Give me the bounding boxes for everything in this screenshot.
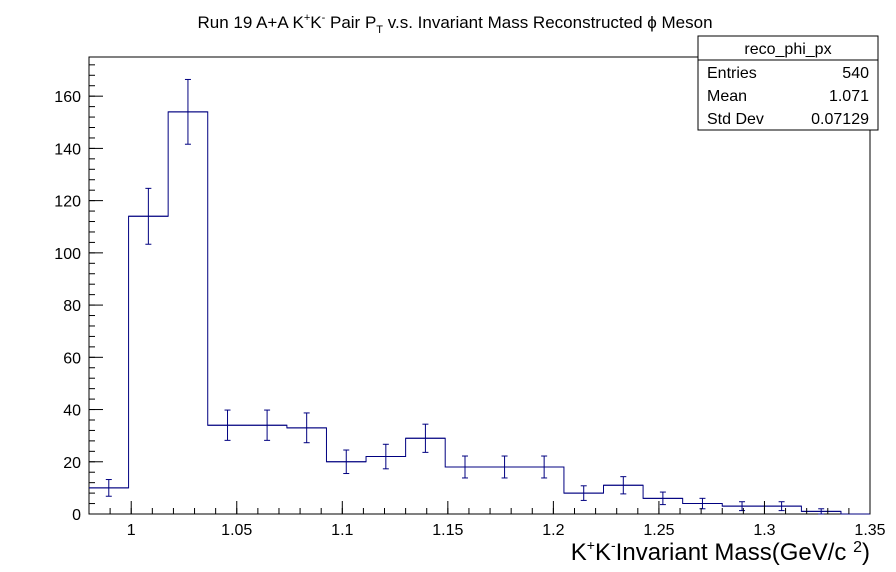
x-tick-label: 1.2 bbox=[542, 522, 564, 539]
x-tick-label: 1.25 bbox=[643, 522, 674, 539]
plot-frame bbox=[88, 56, 871, 515]
histogram-line-group bbox=[89, 111, 870, 515]
y-tick-label: 20 bbox=[63, 455, 81, 472]
y-tick-label: 140 bbox=[54, 141, 81, 158]
y-tick-label: 160 bbox=[54, 89, 81, 106]
x-tick-label: 1.35 bbox=[854, 522, 885, 539]
stats-stddev-label: Std Dev bbox=[707, 111, 764, 128]
stats-entries-value: 540 bbox=[842, 65, 869, 82]
stats-box: reco_phi_px Entries 540 Mean 1.071 Std D… bbox=[697, 35, 879, 131]
x-tick-label: 1 bbox=[127, 522, 136, 539]
x-tick-label: 1.1 bbox=[331, 522, 353, 539]
x-axis-label: K+K-Invariant Mass(GeV/c 2) bbox=[571, 537, 870, 566]
stats-mean-label: Mean bbox=[707, 88, 747, 105]
x-tick-label: 1.15 bbox=[432, 522, 463, 539]
stats-stddev-value: 0.07129 bbox=[811, 111, 869, 128]
error-bars bbox=[89, 78, 841, 515]
y-tick-label: 0 bbox=[72, 507, 81, 524]
stats-mean-value: 1.071 bbox=[829, 88, 869, 105]
x-tick-label: 1.3 bbox=[753, 522, 775, 539]
chart-title: Run 19 A+A K+K- Pair PT v.s. Invariant M… bbox=[197, 12, 712, 36]
y-tick-label: 120 bbox=[54, 194, 81, 211]
x-tick-label: 1.05 bbox=[221, 522, 252, 539]
y-tick-label: 60 bbox=[63, 350, 81, 367]
y-tick-label: 80 bbox=[63, 298, 81, 315]
y-axis: 0 20 40 60 80 100 120 140 160 bbox=[54, 64, 103, 524]
stats-entries-label: Entries bbox=[707, 65, 757, 82]
y-tick-label: 40 bbox=[63, 403, 81, 420]
histogram-line bbox=[89, 111, 870, 515]
stats-box-name: reco_phi_px bbox=[744, 41, 831, 58]
y-tick-label: 100 bbox=[54, 246, 81, 263]
x-axis: 1 1.05 1.1 1.15 1.2 1.25 1.3 1.35 bbox=[88, 501, 886, 539]
